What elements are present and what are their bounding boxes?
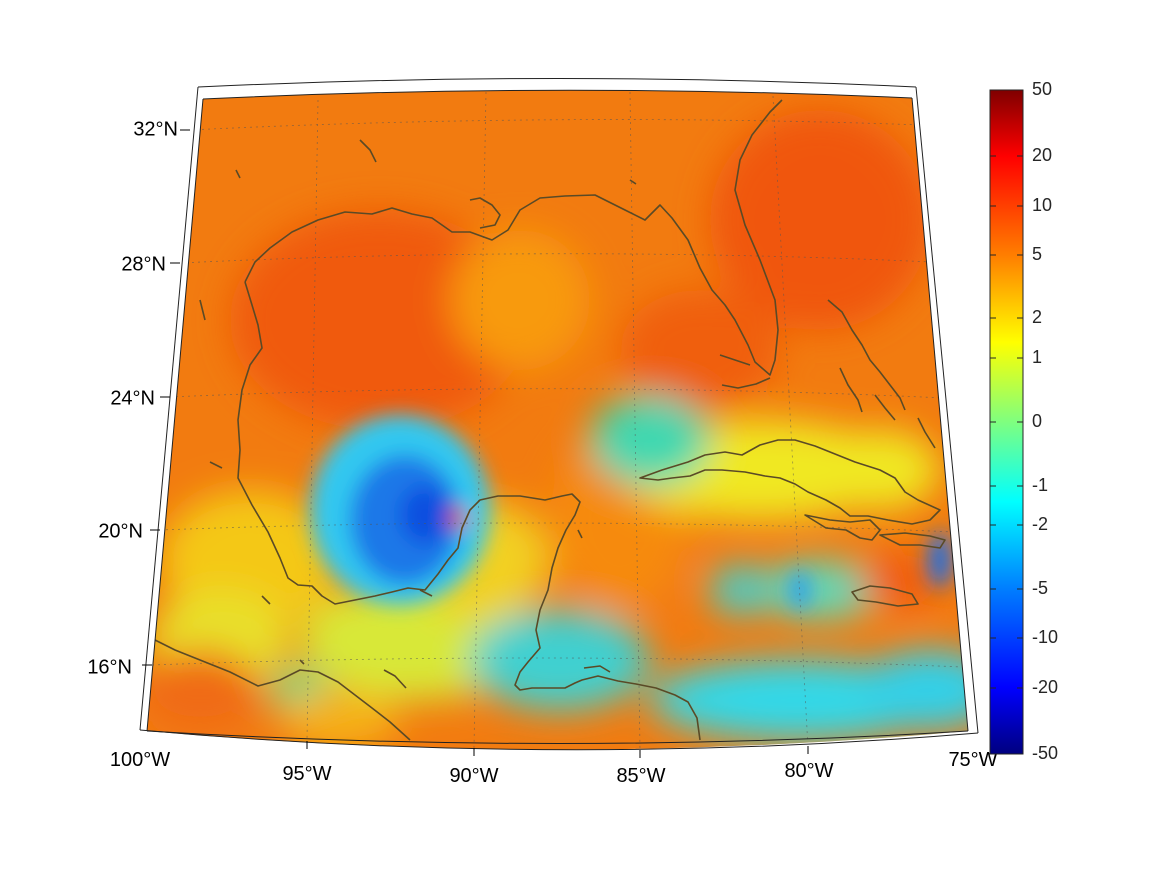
longitude-labels: 100°W 95°W 90°W 85°W 80°W 75°W <box>110 749 998 787</box>
lat-label-24n: 24°N <box>110 387 155 409</box>
lon-label-90w: 90°W <box>449 765 498 787</box>
colorbar-tick-label: -20 <box>1032 677 1058 697</box>
lon-label-80w: 80°W <box>784 760 833 782</box>
colorbar-tick-label: -5 <box>1032 578 1048 598</box>
lat-label-16n: 16°N <box>87 656 132 678</box>
colorbar-tick-label: 5 <box>1032 244 1042 264</box>
colorbar-tick-label: -1 <box>1032 475 1048 495</box>
coastlines <box>154 99 946 741</box>
colorbar-tick-label: 10 <box>1032 195 1052 215</box>
lat-label-20n: 20°N <box>98 520 143 542</box>
colorbar-tick-label: 2 <box>1032 307 1042 327</box>
lat-label-32n: 32°N <box>133 118 178 140</box>
colorbar-tick-label: 1 <box>1032 347 1042 367</box>
colorbar-tick-label: -2 <box>1032 514 1048 534</box>
colorbar-tick-label: 20 <box>1032 145 1052 165</box>
graticule <box>151 91 963 750</box>
map-field <box>147 90 968 750</box>
map-frame <box>139 78 979 751</box>
colorbar-tick-label: -10 <box>1032 627 1058 647</box>
axis-ticks <box>142 129 809 758</box>
lon-label-95w: 95°W <box>282 763 331 785</box>
lon-label-85w: 85°W <box>616 765 665 787</box>
colorbar-tick-label: -50 <box>1032 743 1058 763</box>
lat-label-28n: 28°N <box>121 253 166 275</box>
colorbar-tick-label: 50 <box>1032 79 1052 99</box>
colorbar-tick-label: 0 <box>1032 411 1042 431</box>
latitude-labels: 32°N 28°N 24°N 20°N 16°N <box>87 118 178 678</box>
lon-label-100w: 100°W <box>110 749 170 771</box>
lon-label-75w: 75°W <box>948 749 997 771</box>
